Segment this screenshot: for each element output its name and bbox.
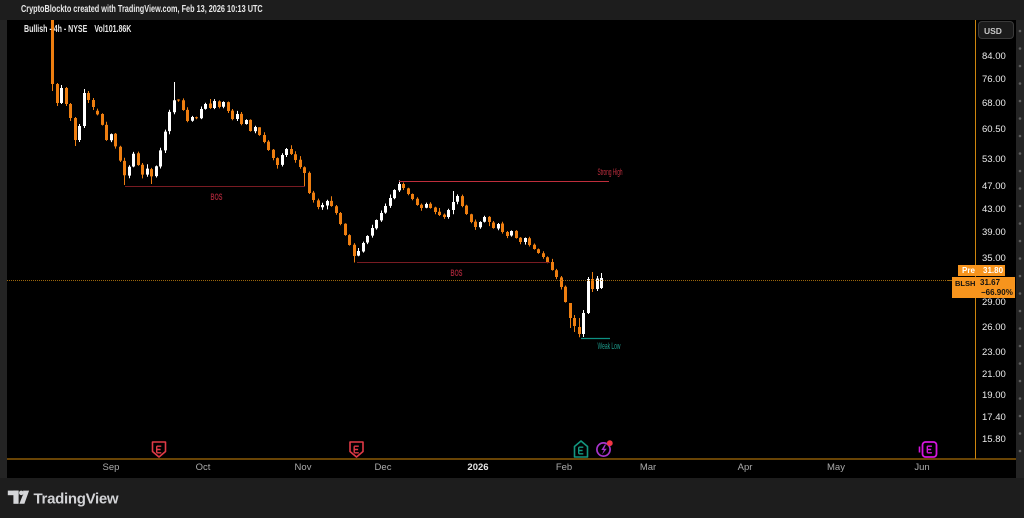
svg-text:BOS: BOS bbox=[451, 268, 463, 278]
svg-text:TradingView: TradingView bbox=[34, 491, 119, 508]
svg-text:Strong High: Strong High bbox=[598, 167, 623, 177]
svg-text:Weak Low: Weak Low bbox=[598, 341, 621, 351]
svg-text:BOS: BOS bbox=[211, 192, 223, 202]
